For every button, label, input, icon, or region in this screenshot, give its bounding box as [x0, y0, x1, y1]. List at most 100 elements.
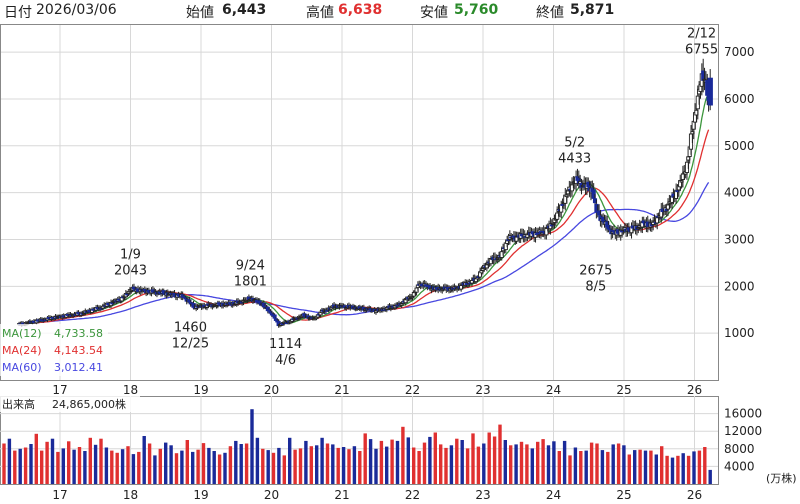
volume-bar-down — [277, 447, 281, 484]
x-tick-label: 23 — [475, 383, 490, 397]
volume-bar-down — [552, 441, 556, 484]
volume-bar-up — [99, 438, 103, 484]
volume-bar-up — [23, 447, 28, 484]
volume-bar-up — [147, 443, 152, 484]
x-tick-label: 19 — [193, 488, 208, 502]
volume-bar-down — [530, 448, 534, 484]
volume-bar-up — [325, 443, 330, 484]
volume-bar-down — [207, 447, 211, 484]
annotation-value: 1114 — [269, 337, 302, 352]
volume-bar-up — [137, 451, 141, 484]
volume-bar-up — [77, 447, 82, 484]
volume-bar-up — [401, 426, 405, 484]
volume-bar-down — [288, 437, 292, 484]
close-label: 終値 — [536, 5, 564, 21]
x-tick-label: 18 — [123, 383, 138, 397]
volume-bar-down — [331, 444, 335, 484]
volume-bar-down — [18, 448, 22, 484]
close-value: 5,871 — [570, 2, 615, 18]
volume-bar-up — [492, 436, 497, 484]
x-tick-label: 26 — [687, 488, 702, 502]
volume-bar-down — [83, 451, 87, 484]
volume-bar-up — [56, 451, 60, 484]
volume-bar-up — [201, 443, 206, 484]
annotation-value: 2043 — [114, 263, 147, 278]
candlesticks — [17, 58, 713, 328]
volume-bar-down — [670, 457, 675, 484]
volume-bar-up — [433, 432, 437, 484]
volume-bar-down — [406, 437, 410, 484]
volume-bar-up — [616, 443, 621, 484]
volume-bar-up — [34, 433, 38, 484]
volume-bar-up — [422, 442, 427, 484]
volume-bar-up — [557, 451, 561, 484]
ma24-label: MA(24) — [2, 344, 42, 357]
candle-down — [257, 300, 262, 304]
open-value: 6,443 — [222, 2, 267, 18]
volume-bar-up — [185, 440, 189, 484]
volume-bar-down — [93, 444, 98, 484]
volume-bar-up — [595, 443, 599, 484]
volume-bar-down — [61, 448, 65, 484]
volume-bar-down — [643, 450, 648, 484]
volume-bar-up — [649, 450, 653, 484]
ma12-value: 4,733.58 — [54, 327, 103, 340]
price-tick-label: 1000 — [724, 326, 755, 340]
volume-bar-down — [460, 440, 464, 484]
x-tick-label: 22 — [405, 383, 420, 397]
volume-bar-up — [244, 443, 249, 484]
volume-bar-up — [412, 447, 416, 484]
volume-bar-up — [519, 441, 524, 484]
volume-bar-down — [692, 451, 696, 484]
x-tick-label: 26 — [687, 383, 702, 397]
volume-bar-down — [428, 436, 432, 484]
open-label: 始値 — [186, 5, 214, 21]
volume-bar-down — [341, 447, 346, 484]
volume-bar-up — [627, 454, 631, 484]
ma60-value: 3,012.41 — [54, 361, 103, 374]
x-tick-label: 21 — [334, 488, 349, 502]
x-tick-label: 17 — [52, 488, 67, 502]
price-header: 日付 2026/03/06 始値 6,443 高値 6,638 安値 5,760… — [0, 0, 800, 22]
volume-bar-up — [298, 448, 303, 484]
ma12-label: MA(12) — [2, 327, 42, 340]
volume-bar-down — [250, 409, 254, 484]
volume-bar-up — [309, 446, 313, 484]
volume-bar-down — [169, 445, 173, 484]
volume-bar-down — [449, 445, 454, 484]
annotation-date: 1/9 — [120, 247, 141, 262]
volume-bar-up — [40, 450, 44, 484]
x-tick-label: 20 — [264, 488, 279, 502]
date-value: 2026/03/06 — [36, 2, 117, 18]
price-tick-label: 4000 — [724, 186, 755, 200]
volume-bar-up — [2, 443, 6, 484]
volume-bar-up — [476, 446, 481, 484]
volume-bar-down — [234, 440, 238, 484]
volume-tick-label: 16000 — [724, 407, 762, 421]
ma60-path — [17, 182, 710, 326]
volume-bar-up — [498, 424, 502, 484]
volume-bar-up — [379, 440, 384, 484]
volume-bar-up — [676, 455, 680, 484]
x-tick-label: 18 — [123, 488, 138, 502]
annotation-value: 6755 — [685, 43, 718, 58]
volume-bar-up — [13, 450, 17, 484]
x-tick-label: 19 — [193, 383, 208, 397]
annotation-value: 1460 — [174, 321, 207, 336]
volume-bar-up — [88, 437, 92, 484]
x-tick-label: 17 — [52, 383, 67, 397]
volume-bar-up — [606, 451, 610, 484]
high-value: 6,638 — [338, 2, 383, 18]
x-tick-label: 21 — [334, 383, 349, 397]
volume-unit: (万株) — [766, 471, 797, 485]
volume-bar-up — [487, 432, 491, 484]
volume-bar-up — [686, 455, 691, 484]
volume-bar-down — [584, 450, 588, 484]
volume-bar-down — [708, 469, 712, 484]
volume-bar-up — [455, 438, 459, 484]
volume-bar-up — [217, 454, 222, 484]
volume-bar-down — [352, 446, 357, 484]
candle-down — [272, 314, 277, 319]
